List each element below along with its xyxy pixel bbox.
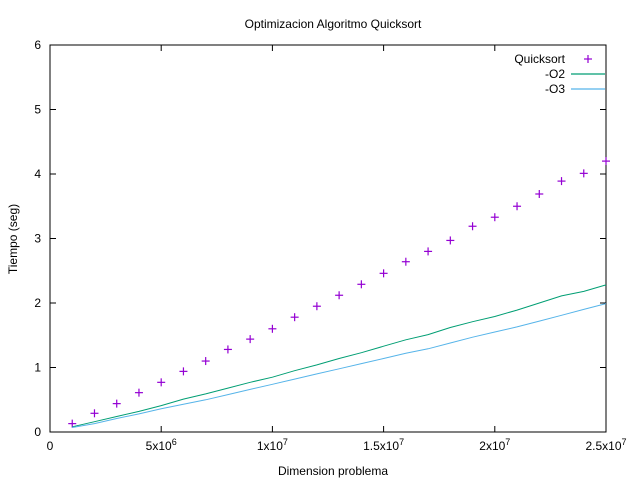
legend-label-quicksort: Quicksort (514, 52, 565, 66)
x-tick-label: 2x107 (479, 437, 510, 453)
data-point-quicksort (179, 367, 188, 376)
y-tick-label: 6 (34, 38, 41, 52)
y-tick-label: 3 (34, 232, 41, 246)
y-tick-label: 1 (34, 361, 41, 375)
data-point-quicksort (513, 202, 522, 211)
x-axis: 0 5x106 1x107 1.5x107 2x107 2.5x107 (47, 45, 627, 453)
y-axis: 0 1 2 3 4 5 6 (34, 38, 606, 439)
data-point-quicksort (290, 313, 299, 322)
data-point-quicksort (335, 291, 344, 300)
chart-title: Optimizacion Algoritmo Quicksort (245, 17, 422, 31)
data-point-quicksort (112, 399, 121, 408)
x-tick-label: 5x106 (146, 437, 177, 453)
plot-border (49, 44, 607, 433)
data-point-quicksort (379, 269, 388, 278)
x-tick-label: 2.5x107 (585, 437, 626, 453)
legend: Quicksort-O2-O3 (514, 52, 605, 96)
data-point-quicksort (401, 257, 410, 266)
data-point-quicksort (201, 357, 210, 366)
data-point-quicksort (557, 177, 566, 186)
series-layer (68, 157, 610, 428)
data-point-quicksort (579, 169, 588, 178)
legend-label-o3: -O3 (545, 82, 565, 96)
y-tick-label: 5 (34, 103, 41, 117)
data-point-quicksort (268, 324, 277, 333)
data-point-quicksort (246, 335, 255, 344)
x-tick-label: 1.5x107 (363, 437, 404, 453)
y-tick-label: 2 (34, 296, 41, 310)
data-point-quicksort (357, 280, 366, 289)
data-point-quicksort (157, 378, 166, 387)
x-tick-label: 1x107 (257, 437, 288, 453)
data-point-quicksort (602, 157, 610, 166)
x-tick-label: 0 (47, 439, 54, 453)
x-axis-label: Dimension problema (278, 464, 388, 478)
data-point-quicksort (223, 345, 232, 354)
y-axis-label: Tiempo (seg) (6, 204, 20, 274)
y-tick-label: 0 (34, 425, 41, 439)
series-line-o3 (72, 303, 607, 428)
data-point-quicksort (90, 409, 99, 418)
data-point-quicksort (490, 213, 499, 222)
data-point-quicksort (134, 388, 143, 397)
legend-label-o2: -O2 (545, 67, 565, 81)
plot-frame (49, 44, 607, 433)
series-line-o2 (72, 284, 607, 428)
y-tick-label: 4 (34, 167, 41, 181)
data-point-quicksort (535, 189, 544, 198)
data-point-quicksort (424, 247, 433, 256)
data-point-quicksort (446, 236, 455, 245)
data-point-quicksort (312, 302, 321, 311)
data-point-quicksort (468, 222, 477, 231)
